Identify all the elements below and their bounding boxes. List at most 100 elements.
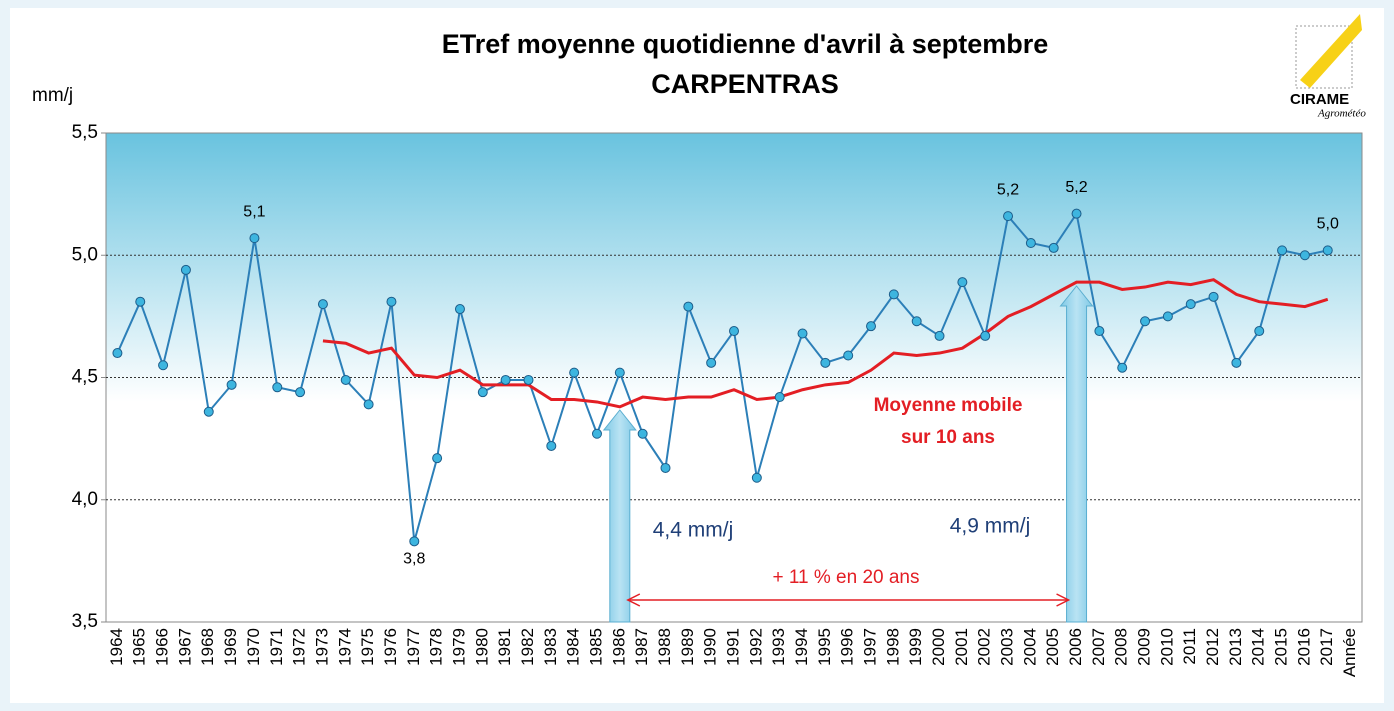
x-tick-label: 2005: [1043, 628, 1062, 666]
x-tick-label: 1983: [541, 628, 560, 666]
x-tick-label: 2008: [1112, 628, 1131, 666]
data-point: [1117, 362, 1128, 373]
data-point: [637, 428, 648, 439]
x-axis-label: Année: [1340, 628, 1359, 677]
y-tick-label: 4,5: [72, 367, 98, 388]
data-point: [158, 360, 169, 371]
data-point: [226, 379, 237, 390]
data-point: [866, 321, 877, 332]
data-point: [820, 357, 831, 368]
data-point: [843, 350, 854, 361]
data-point: [180, 264, 191, 275]
data-point: [477, 387, 488, 398]
range-arrow-head: [626, 593, 641, 607]
x-tick-label: 2016: [1294, 628, 1313, 666]
data-point: [911, 316, 922, 327]
x-tick-label: 1991: [723, 628, 742, 666]
x-tick-label: 2004: [1020, 628, 1039, 666]
y-tick-label: 3,5: [72, 611, 98, 632]
x-tick-label: 1975: [358, 628, 377, 666]
annotation: + 11 % en 20 ans: [772, 567, 919, 588]
y-tick-label: 4,0: [72, 489, 98, 510]
data-point: [591, 428, 602, 439]
x-tick-label: 2011: [1180, 628, 1199, 665]
x-tick-label: 2015: [1272, 628, 1291, 666]
arrow: [602, 409, 637, 623]
x-tick-label: 1997: [861, 628, 880, 666]
x-tick-label: 1995: [815, 628, 834, 666]
x-tick-label: 1987: [632, 628, 651, 666]
data-point: [683, 301, 694, 312]
x-tick-label: 2014: [1249, 628, 1268, 666]
data-point: [272, 382, 283, 393]
x-tick-label: 2017: [1317, 628, 1336, 666]
data-point: [1299, 250, 1310, 261]
data-point: [454, 304, 465, 315]
y-tick-label: 5,0: [72, 244, 98, 265]
x-tick-label: 1977: [404, 628, 423, 666]
x-tick-label: 1974: [335, 628, 354, 666]
data-point: [432, 453, 443, 464]
x-tick-label: 2001: [952, 628, 971, 666]
data-point: [1231, 357, 1242, 368]
data-point: [1208, 291, 1219, 302]
chart-title: ETref moyenne quotidienne d'avril à sept…: [442, 29, 1049, 59]
data-line: [116, 211, 1328, 542]
logo-text: CIRAME: [1290, 91, 1349, 108]
data-label: 5,1: [243, 203, 265, 220]
x-tick-label: 2002: [975, 628, 994, 666]
data-label: 5,2: [997, 181, 1019, 198]
logo-subtext: Agrométéo: [1317, 108, 1366, 120]
x-tick-label: 2012: [1203, 628, 1222, 666]
data-label: 3,8: [403, 551, 425, 568]
y-axis-label: mm/j: [32, 85, 73, 106]
data-label: 5,2: [1065, 179, 1087, 196]
x-tick-label: 1989: [678, 628, 697, 666]
data-point: [1277, 245, 1288, 256]
data-point: [135, 296, 146, 307]
x-tick-label: 1969: [221, 628, 240, 666]
x-tick-label: 1998: [883, 628, 902, 666]
data-point: [546, 440, 557, 451]
logo: CIRAME Agrométéo: [1290, 14, 1366, 120]
data-point: [934, 330, 945, 341]
data-point: [1094, 326, 1105, 337]
data-point: [797, 328, 808, 339]
x-tick-label: 1978: [427, 628, 446, 666]
data-point: [500, 374, 511, 385]
x-tick-label: 2006: [1066, 628, 1085, 666]
x-tick-label: 1990: [701, 628, 720, 666]
x-tick-label: 1972: [290, 628, 309, 666]
x-tick-label: 1964: [107, 628, 126, 666]
x-tick-label: 1993: [769, 628, 788, 666]
x-tick-label: 1988: [655, 628, 674, 666]
x-tick-label: 2000: [929, 628, 948, 666]
data-point: [523, 374, 534, 385]
data-point: [249, 233, 260, 244]
x-tick-label: 1979: [449, 628, 468, 666]
x-tick-label: 1992: [746, 628, 765, 666]
range-arrow-head: [1056, 593, 1071, 607]
data-point: [751, 472, 762, 483]
annotation: Moyenne mobile: [874, 395, 1023, 416]
data-point: [660, 462, 671, 473]
data-point: [317, 299, 328, 310]
x-tick-label: 1966: [153, 628, 172, 666]
data-point: [1254, 326, 1265, 337]
x-tick-label: 2009: [1135, 628, 1154, 666]
data-label: 5,0: [1317, 216, 1339, 233]
x-tick-label: 1999: [906, 628, 925, 666]
data-point: [569, 367, 580, 378]
x-tick-label: 1985: [586, 628, 605, 666]
logo-grid: [1295, 25, 1353, 89]
data-point: [706, 357, 717, 368]
data-point: [295, 387, 306, 398]
x-tick-label: 1967: [175, 628, 194, 666]
x-tick-label: 1970: [244, 628, 263, 666]
data-point: [1185, 299, 1196, 310]
x-tick-label: 1982: [518, 628, 537, 666]
x-tick-label: 1994: [792, 628, 811, 666]
data-point: [363, 399, 374, 410]
y-tick-label: 5,5: [72, 122, 98, 143]
